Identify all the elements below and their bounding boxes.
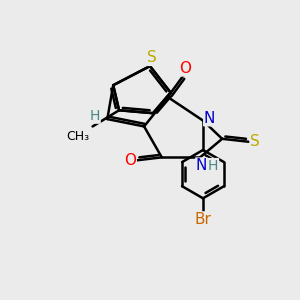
Text: S: S (250, 134, 260, 149)
Text: N: N (196, 158, 207, 173)
Text: H: H (208, 159, 218, 172)
Text: Br: Br (195, 212, 212, 227)
Text: O: O (124, 153, 136, 168)
Text: S: S (147, 50, 156, 65)
Text: CH₃: CH₃ (66, 130, 89, 143)
Text: O: O (179, 61, 191, 76)
Text: H: H (90, 109, 100, 123)
Text: N: N (204, 111, 215, 126)
